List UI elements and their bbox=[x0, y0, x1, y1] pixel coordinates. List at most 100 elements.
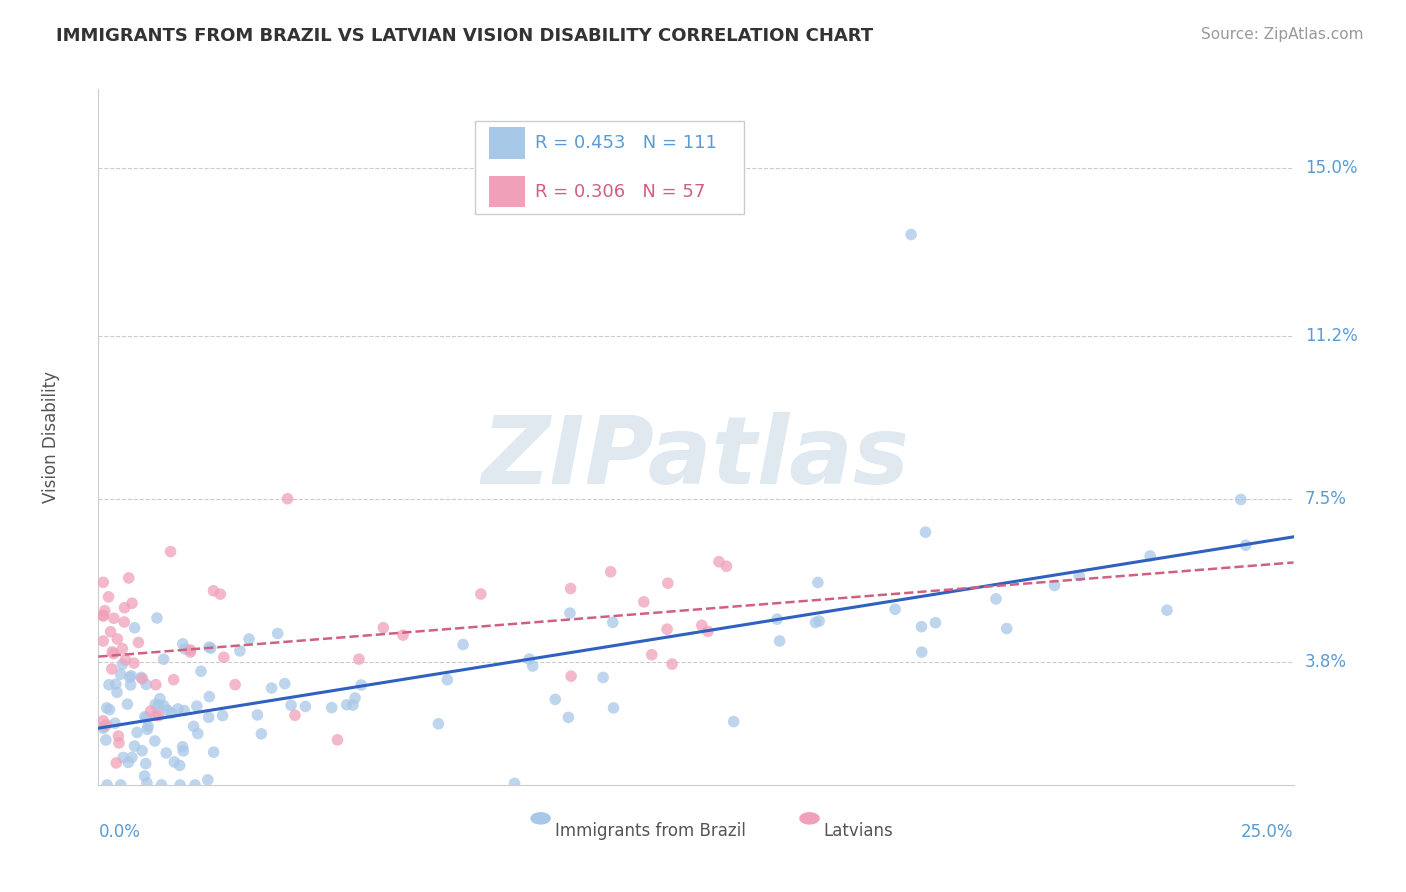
Point bbox=[211, 708, 233, 723]
Point bbox=[427, 716, 450, 731]
Point bbox=[107, 729, 129, 743]
Point bbox=[145, 678, 167, 692]
Point bbox=[145, 708, 167, 723]
Point bbox=[125, 725, 148, 739]
Text: R = 0.306   N = 57: R = 0.306 N = 57 bbox=[534, 183, 704, 202]
Point bbox=[1156, 603, 1178, 617]
FancyBboxPatch shape bbox=[489, 128, 524, 159]
Point bbox=[105, 756, 128, 770]
Point bbox=[91, 608, 114, 623]
Point bbox=[179, 643, 201, 657]
Point bbox=[152, 698, 174, 713]
Text: 3.8%: 3.8% bbox=[1305, 653, 1347, 671]
Point bbox=[174, 642, 197, 657]
Point bbox=[169, 758, 191, 772]
Point bbox=[124, 621, 146, 635]
Point bbox=[169, 778, 191, 792]
Point bbox=[599, 565, 621, 579]
Point bbox=[250, 727, 273, 741]
Point bbox=[101, 662, 124, 676]
Point bbox=[134, 769, 156, 783]
Point bbox=[96, 778, 118, 792]
Point bbox=[91, 608, 114, 623]
Point bbox=[1069, 568, 1091, 582]
Point bbox=[343, 691, 366, 706]
Point bbox=[103, 647, 125, 661]
Point bbox=[224, 678, 246, 692]
Point bbox=[336, 698, 359, 712]
Point bbox=[134, 709, 156, 723]
Point bbox=[900, 227, 922, 242]
Point bbox=[104, 716, 127, 731]
Point bbox=[808, 614, 831, 628]
Point bbox=[560, 669, 582, 683]
Point bbox=[633, 595, 655, 609]
Point bbox=[924, 615, 946, 630]
Point bbox=[98, 678, 121, 692]
Point bbox=[602, 701, 624, 715]
Point bbox=[602, 615, 624, 630]
Point bbox=[179, 645, 201, 659]
Point bbox=[884, 602, 907, 616]
Text: Source: ZipAtlas.com: Source: ZipAtlas.com bbox=[1201, 27, 1364, 42]
Point bbox=[127, 635, 149, 649]
Text: Latvians: Latvians bbox=[824, 822, 894, 840]
Point bbox=[766, 612, 789, 626]
Point bbox=[503, 776, 526, 790]
Point bbox=[124, 739, 146, 753]
Text: 11.2%: 11.2% bbox=[1305, 326, 1357, 345]
Point bbox=[143, 734, 166, 748]
Point bbox=[114, 600, 136, 615]
Point bbox=[136, 719, 159, 733]
Point bbox=[121, 750, 143, 764]
Point bbox=[212, 650, 235, 665]
Point bbox=[200, 641, 222, 656]
Point bbox=[100, 624, 122, 639]
Point bbox=[984, 591, 1007, 606]
Point bbox=[101, 645, 124, 659]
Point bbox=[522, 659, 544, 673]
Point bbox=[114, 653, 136, 667]
Point bbox=[173, 704, 195, 718]
Point bbox=[96, 718, 118, 732]
Point bbox=[804, 615, 827, 630]
Point bbox=[558, 606, 581, 620]
Point bbox=[152, 652, 174, 666]
Point bbox=[139, 704, 162, 718]
Point bbox=[183, 719, 205, 733]
Point bbox=[120, 669, 142, 683]
Point bbox=[135, 776, 157, 790]
Point bbox=[135, 756, 157, 771]
Point bbox=[121, 596, 143, 610]
Text: IMMIGRANTS FROM BRAZIL VS LATVIAN VISION DISABILITY CORRELATION CHART: IMMIGRANTS FROM BRAZIL VS LATVIAN VISION… bbox=[56, 27, 873, 45]
Point bbox=[148, 698, 170, 712]
Point bbox=[136, 723, 159, 737]
Point bbox=[111, 641, 134, 656]
Point bbox=[277, 491, 299, 506]
Point bbox=[517, 652, 540, 666]
Point bbox=[135, 677, 157, 691]
Point bbox=[451, 638, 474, 652]
Circle shape bbox=[800, 813, 820, 824]
Point bbox=[105, 685, 128, 699]
Point bbox=[94, 733, 117, 747]
Point bbox=[690, 618, 713, 632]
Point bbox=[117, 756, 139, 770]
Point bbox=[172, 739, 194, 754]
Point bbox=[131, 672, 153, 686]
Point bbox=[326, 732, 349, 747]
Point bbox=[321, 700, 343, 714]
Point bbox=[93, 720, 115, 734]
Point bbox=[163, 673, 186, 687]
Point bbox=[198, 690, 221, 704]
Point bbox=[91, 575, 114, 590]
Text: 15.0%: 15.0% bbox=[1305, 160, 1357, 178]
Point bbox=[118, 670, 141, 684]
Point bbox=[661, 657, 683, 671]
Point bbox=[111, 657, 134, 672]
Point bbox=[657, 576, 679, 591]
Point bbox=[723, 714, 745, 729]
Point bbox=[995, 622, 1018, 636]
Point bbox=[697, 624, 720, 639]
Point bbox=[112, 750, 135, 764]
